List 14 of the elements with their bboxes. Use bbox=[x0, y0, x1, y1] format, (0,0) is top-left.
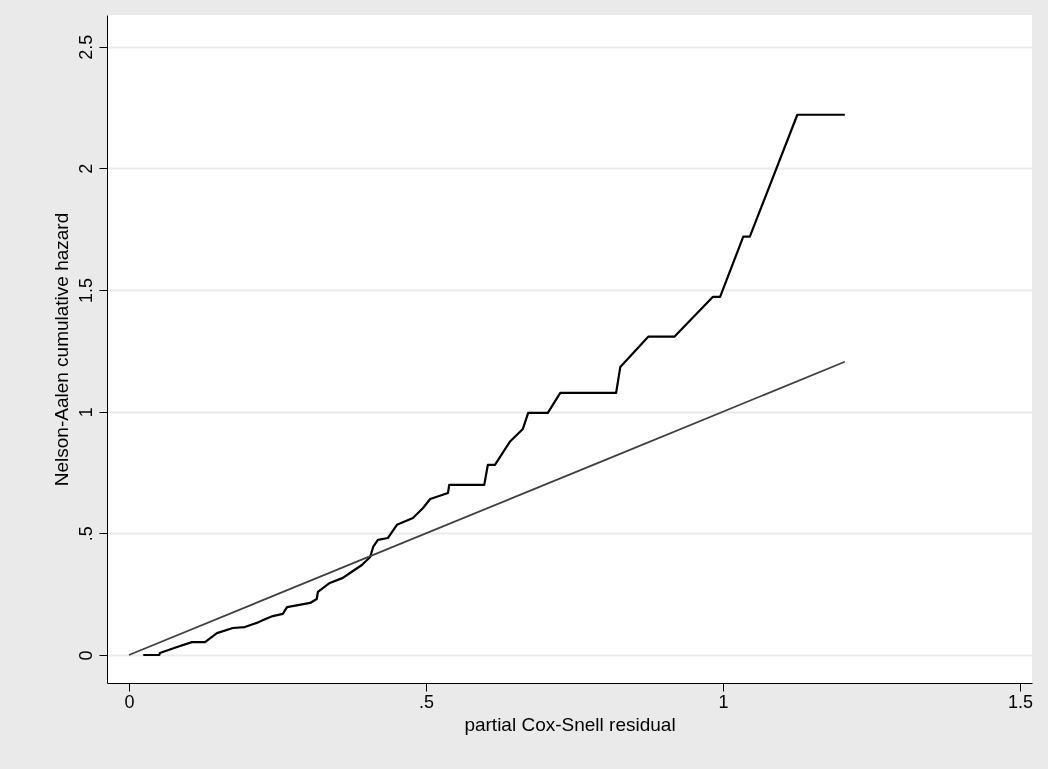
y-tick-label: 2.5 bbox=[75, 34, 96, 60]
x-tick-label: .5 bbox=[419, 691, 435, 712]
x-axis-title: partial Cox-Snell residual bbox=[464, 713, 676, 735]
y-tick-label: 0 bbox=[75, 650, 96, 661]
x-tick-label: 0 bbox=[124, 691, 135, 712]
y-tick-label: .5 bbox=[75, 526, 96, 542]
y-tick-label: 1 bbox=[75, 407, 96, 418]
line-series bbox=[142, 113, 846, 657]
x-tick-label: 1.5 bbox=[1008, 691, 1034, 712]
y-tick-label: 2 bbox=[75, 163, 96, 174]
x-tick-label: 1 bbox=[718, 691, 729, 712]
y-tick-label: 1.5 bbox=[75, 277, 96, 303]
y-axis-title: Nelson-Aalen cumulative hazard bbox=[50, 212, 72, 487]
line-series bbox=[128, 360, 846, 656]
